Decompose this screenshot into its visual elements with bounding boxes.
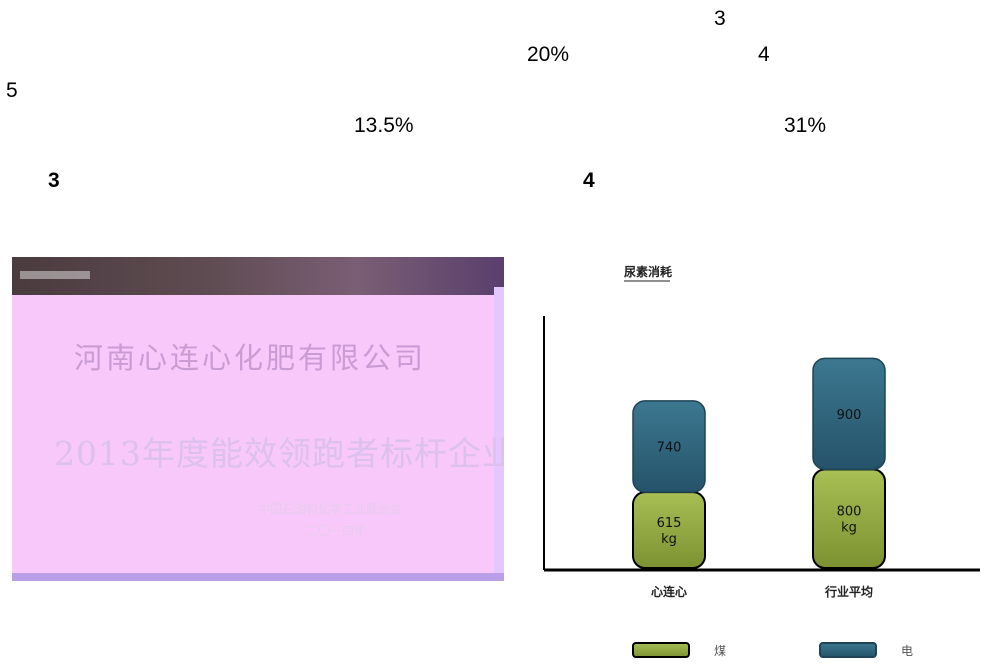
- chart-bars: 615 kg 740 800 kg 900: [632, 357, 886, 569]
- photo-frame-strip: [20, 271, 90, 279]
- certificate-issuer: 中国石油和化学工业联合会: [258, 502, 403, 516]
- note-4: 4: [758, 43, 770, 66]
- legend-swatch-0: [632, 642, 690, 658]
- category-label-1: 行业平均: [824, 584, 873, 599]
- bar-label-coal-1: 800 kg: [837, 505, 862, 536]
- bar-label-electricity-0: 740: [657, 441, 682, 456]
- bar-electricity-0: [632, 400, 706, 493]
- certificate-date: 二〇一四年: [306, 524, 367, 538]
- chart-legend: 煤电: [632, 642, 913, 658]
- category-label-0: 心连心: [651, 584, 687, 599]
- urea-consumption-chart: 尿素消耗 615 kg740800 kg900 心连心 行业平均 煤电: [543, 264, 980, 658]
- category-labels: 心连心 行业平均: [651, 584, 873, 599]
- bar-label-coal-0: 615 kg: [657, 516, 682, 547]
- certificate-photo: 河南心连心化肥有限公司 2013年度能效领跑者标杆企业（合成氨） 中国石油和化学…: [12, 257, 504, 581]
- percent-13-5: 13.5%: [354, 114, 414, 137]
- certificate-title: 2013年度能效领跑者标杆企业（合成氨）: [54, 434, 504, 473]
- figure-number-4: 4: [583, 169, 595, 192]
- photo-top-band: [12, 257, 504, 295]
- note-3: 3: [714, 7, 726, 30]
- figure-number-3: 3: [48, 169, 60, 192]
- photo-right-edge: [494, 287, 504, 577]
- chart-title: 尿素消耗: [624, 264, 672, 279]
- legend-swatch-1: [819, 642, 877, 658]
- percent-31: 31%: [784, 114, 827, 137]
- note-5: 5: [6, 79, 18, 102]
- bar-electricity-1: [812, 357, 886, 471]
- certificate-company: 河南心连心化肥有限公司: [74, 341, 427, 375]
- photo-bottom-edge: [12, 573, 504, 581]
- legend-label-1: 电: [901, 644, 913, 658]
- percent-20: 20%: [527, 43, 570, 66]
- legend-label-0: 煤: [714, 644, 726, 658]
- bar-label-electricity-1: 900: [837, 408, 862, 423]
